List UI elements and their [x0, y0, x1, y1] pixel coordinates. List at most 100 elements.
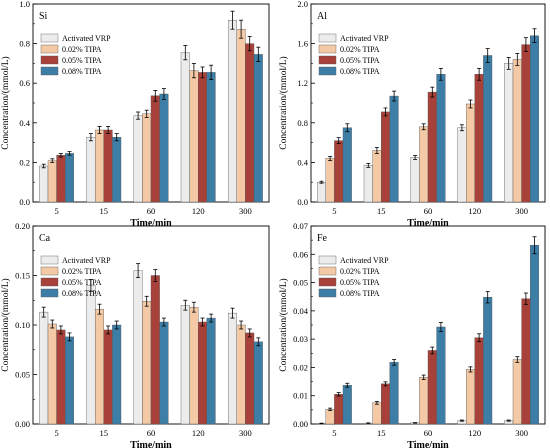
x-axis-label: Time/min [407, 440, 449, 448]
y-tick-label: 0.01 [293, 391, 308, 401]
bar [189, 306, 199, 425]
bar [389, 362, 399, 425]
y-tick-label: 0.8 [19, 39, 30, 49]
bar [466, 103, 476, 203]
bar [189, 70, 199, 203]
y-tick-label: 0.0 [19, 197, 30, 207]
bar [94, 129, 104, 203]
bar [227, 20, 237, 203]
y-tick-label: 0.6 [19, 78, 30, 88]
y-tick-label: 0.02 [293, 362, 308, 372]
x-axis-label: Time/min [130, 218, 172, 229]
x-tick-label: 15 [100, 206, 109, 216]
y-tick-label: 0.15 [15, 271, 30, 281]
x-tick-label: 60 [147, 428, 156, 438]
bar [94, 308, 104, 425]
bar [530, 245, 540, 425]
x-tick-label: 120 [468, 428, 481, 438]
bar [253, 54, 263, 203]
bar [521, 44, 531, 203]
x-axis-label: Time/min [407, 218, 449, 229]
bar [483, 297, 493, 425]
legend-label: Activated VRP [340, 256, 389, 265]
bar [206, 317, 216, 425]
legend-swatch [40, 266, 59, 276]
panel-ca: 0.00 0.05 0.10 0.15 0.20 Concentration/(mmol/… [0, 221, 270, 448]
panel-al: 0.0 0.4 0.8 1.2 1.6 2.0 Concentration/(mmol/L)… [278, 0, 546, 229]
bar [363, 165, 373, 203]
y-axis-label: Concentration/(mmol/L) [278, 56, 289, 149]
y-tick-label: 2.0 [297, 0, 308, 9]
legend-label: Activated VRP [62, 256, 111, 265]
bar [436, 74, 446, 203]
bar [47, 323, 57, 425]
bar [197, 72, 207, 203]
x-tick-label: 5 [54, 428, 58, 438]
bar [245, 43, 255, 203]
x-tick-label: 120 [192, 428, 205, 438]
bar [142, 301, 152, 425]
panel-label: Ca [39, 233, 51, 244]
legend-swatch [318, 33, 337, 43]
bar [427, 350, 437, 425]
legend-label: 0.05% TIPA [340, 56, 380, 65]
y-tick-label: 0.4 [297, 157, 308, 167]
y-tick-label: 0.05 [15, 370, 30, 380]
x-tick-label: 300 [515, 206, 528, 216]
y-tick-label: 0.0 [297, 197, 308, 207]
bar [474, 74, 484, 203]
bar [381, 111, 391, 203]
bar [419, 377, 429, 425]
y-tick-label: 0.8 [297, 118, 308, 128]
legend-swatch [40, 55, 59, 65]
y-tick-label: 0.4 [19, 118, 30, 128]
y-axis-label: Concentration/(mmol/L) [0, 56, 11, 149]
legend-swatch [40, 255, 59, 265]
y-tick-label: 1.0 [19, 0, 30, 9]
legend-swatch [40, 288, 59, 298]
x-tick-label: 120 [468, 206, 481, 216]
legend-swatch [40, 44, 59, 54]
bar [133, 270, 143, 425]
bar [150, 95, 160, 203]
y-axis-label: Concentration/(mmol/L) [0, 278, 11, 371]
bar [103, 329, 113, 425]
x-tick-label: 300 [515, 428, 528, 438]
bar [206, 72, 216, 203]
y-tick-label: 0.10 [15, 320, 30, 330]
y-tick-label: 1.6 [297, 39, 308, 49]
bar [236, 29, 246, 203]
bar [56, 329, 66, 425]
bar [227, 312, 237, 425]
bar [39, 165, 49, 203]
bar [372, 402, 382, 425]
bar [142, 113, 152, 203]
bar [253, 341, 263, 425]
legend-label: 0.05% TIPA [62, 278, 102, 287]
legend-swatch [318, 55, 337, 65]
panel-si: 0.0 0.2 0.4 0.6 0.8 1.0 Concentration/(mmol/L)… [0, 0, 270, 229]
x-tick-label: 5 [332, 428, 336, 438]
y-tick-label: 0.03 [293, 334, 308, 344]
y-tick-label: 0.2 [19, 157, 30, 167]
bar [56, 154, 66, 203]
bar [64, 336, 74, 425]
bar [521, 298, 531, 425]
legend-label: Activated VRP [62, 34, 111, 43]
bar [112, 136, 122, 203]
bar [317, 181, 327, 203]
bar [39, 311, 49, 425]
bar [410, 157, 420, 203]
y-tick-label: 0.20 [15, 221, 30, 231]
bar [334, 394, 344, 425]
y-tick-label: 0.00 [15, 419, 30, 429]
bar [197, 321, 207, 425]
legend-swatch [40, 66, 59, 76]
bar [372, 150, 382, 203]
bar [47, 160, 57, 203]
bar [512, 59, 522, 203]
bar [150, 275, 160, 425]
bar [342, 127, 352, 203]
x-tick-label: 60 [424, 428, 433, 438]
legend-swatch [40, 33, 59, 43]
